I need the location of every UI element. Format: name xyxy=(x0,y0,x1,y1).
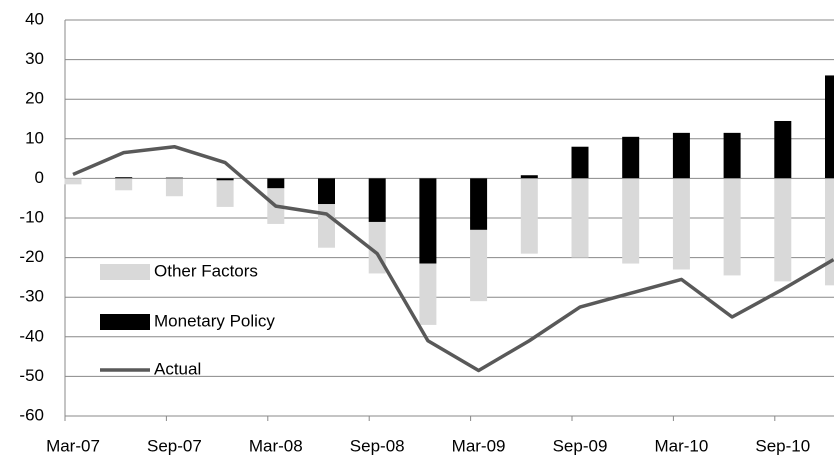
x-tick-label: Mar-08 xyxy=(249,436,303,455)
bar xyxy=(672,132,690,179)
y-tick-label: 20 xyxy=(25,89,44,108)
bar xyxy=(419,178,437,264)
bar xyxy=(571,146,589,179)
bar xyxy=(723,178,741,276)
bar xyxy=(774,178,792,282)
y-tick-label: 10 xyxy=(25,128,44,147)
y-tick-label: -60 xyxy=(19,405,44,424)
legend-swatch xyxy=(100,314,150,330)
bar xyxy=(520,175,538,179)
bar xyxy=(419,263,437,325)
bar xyxy=(723,132,741,179)
x-tick-label: Sep-08 xyxy=(350,436,405,455)
bar xyxy=(318,204,335,248)
line xyxy=(72,144,834,373)
bar xyxy=(672,178,690,270)
legend-label: Actual xyxy=(154,359,201,378)
bar xyxy=(64,178,82,185)
y-tick-label: 0 xyxy=(35,168,44,187)
x-tick-label: Sep-10 xyxy=(755,436,810,455)
bar xyxy=(622,136,640,179)
x-tick-label: Sep-09 xyxy=(553,436,608,455)
bar xyxy=(318,178,335,205)
bar xyxy=(115,178,133,191)
y-tick-label: -10 xyxy=(19,207,44,226)
bar xyxy=(165,177,183,179)
y-tick-label: -20 xyxy=(19,247,44,266)
bar xyxy=(622,178,640,264)
x-tick-label: Mar-09 xyxy=(452,436,506,455)
bar xyxy=(115,177,133,179)
legend-label: Other Factors xyxy=(154,261,258,280)
x-tick-label: Mar-07 xyxy=(46,436,100,455)
bar xyxy=(368,178,386,222)
bar xyxy=(520,178,538,254)
y-tick-label: 30 xyxy=(25,49,44,68)
bar xyxy=(216,180,234,207)
bar xyxy=(267,178,285,189)
y-tick-label: -30 xyxy=(19,287,44,306)
bar xyxy=(470,178,488,230)
bar xyxy=(571,178,589,258)
y-tick-label: -50 xyxy=(19,366,44,385)
bar xyxy=(825,178,834,286)
y-tick-label: -40 xyxy=(19,326,44,345)
bar xyxy=(216,178,234,181)
bar xyxy=(825,75,834,179)
bar xyxy=(470,229,488,302)
x-tick-label: Sep-07 xyxy=(147,436,202,455)
legend-swatch xyxy=(100,264,150,280)
legend-label: Monetary Policy xyxy=(154,311,275,330)
x-tick-label: Mar-10 xyxy=(654,436,708,455)
bar xyxy=(774,120,792,179)
bar xyxy=(165,178,183,197)
y-tick-label: 40 xyxy=(25,9,44,28)
